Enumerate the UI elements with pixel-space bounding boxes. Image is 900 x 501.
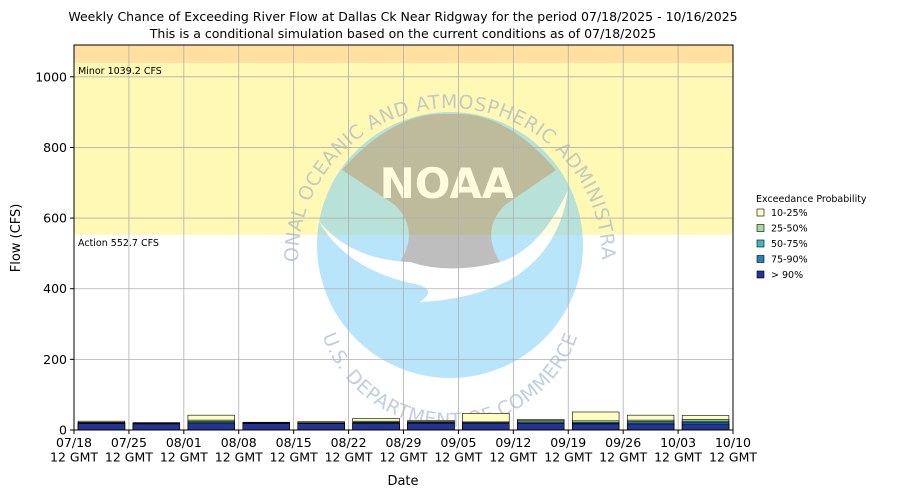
legend-swatch — [756, 224, 765, 232]
x-tick-label: 12 GMT — [544, 450, 592, 465]
legend-title: Exceedance Probability — [756, 194, 867, 205]
y-axis-label: Flow (CFS) — [9, 204, 24, 273]
bar-90-0 — [77, 423, 126, 431]
x-axis-label: Date — [387, 474, 418, 489]
bar-90-6 — [407, 422, 455, 431]
logo-bird-white — [318, 190, 568, 302]
x-tick-label: 12 GMT — [434, 450, 482, 465]
x-tick-label: 08/01 — [166, 435, 202, 450]
x-tick-label: 08/22 — [331, 435, 367, 450]
legend-swatch — [756, 255, 765, 263]
x-tick-label: 12 GMT — [270, 450, 318, 465]
legend-entry-label: 50-75% — [771, 239, 808, 250]
x-tick-label: 10/03 — [660, 435, 696, 450]
legend-swatch — [756, 208, 765, 217]
x-tick-label: 12 GMT — [50, 450, 98, 465]
x-tick-label: 12 GMT — [325, 450, 373, 465]
legend-entry-label: 10-25% — [771, 208, 808, 219]
x-tick-label: 09/19 — [550, 435, 586, 450]
bar-90-4 — [297, 423, 345, 431]
bar-stacks — [77, 411, 730, 431]
y-axis: 0 200 400 600 800 1000 — [35, 69, 74, 438]
x-tick-label: 12 GMT — [654, 450, 702, 465]
x-tick-label: 12 GMT — [380, 450, 428, 465]
y-tick-label: 200 — [43, 352, 67, 367]
x-tick-label: 09/26 — [605, 435, 641, 450]
legend-entry-label: 75-90% — [771, 255, 808, 266]
bar-90-2 — [187, 423, 235, 431]
x-tick-label: 12 GMT — [709, 450, 757, 465]
x-tick-label: 09/12 — [495, 435, 531, 450]
bar-90-11 — [681, 423, 730, 431]
x-tick-label: 07/18 — [56, 435, 92, 450]
threshold-labels: Minor 1039.2 CFS Action 552.7 CFS — [78, 66, 162, 249]
legend-swatch — [756, 270, 765, 279]
logo-bird-dark — [342, 113, 556, 279]
chart-subtitle: This is a conditional simulation based o… — [149, 26, 656, 41]
x-tick-label: 12 GMT — [105, 450, 153, 465]
logo-wordmark: NOAA — [380, 159, 515, 208]
y-tick-label: 0 — [59, 423, 67, 438]
legend: Exceedance Probability 10-25% 25-50% 50-75… — [756, 194, 867, 281]
legend-entry-label: > 90% — [771, 270, 803, 281]
x-tick-label: 08/29 — [385, 435, 421, 450]
bar-90-5 — [352, 423, 400, 431]
bar-90-7 — [462, 422, 510, 431]
x-tick-label: 10/10 — [715, 435, 751, 450]
x-tick-label: 07/25 — [111, 435, 147, 450]
threshold-label: Minor 1039.2 CFS — [78, 66, 162, 77]
bar-90-9 — [572, 423, 620, 431]
y-tick-label: 1000 — [35, 69, 67, 84]
y-tick-label: 600 — [43, 211, 67, 226]
x-tick-label: 12 GMT — [489, 450, 537, 465]
x-tick-label: 12 GMT — [599, 450, 647, 465]
bar-90-3 — [242, 423, 290, 431]
x-tick-label: 09/05 — [440, 435, 476, 450]
x-tick-label: 12 GMT — [160, 450, 208, 465]
y-tick-label: 400 — [43, 281, 67, 296]
x-tick-label: 08/15 — [276, 435, 312, 450]
bar-90-10 — [626, 423, 675, 431]
threshold-label: Action 552.7 CFS — [78, 238, 159, 249]
y-tick-label: 800 — [43, 140, 67, 155]
x-tick-label: 12 GMT — [215, 450, 263, 465]
bar-90-8 — [517, 423, 565, 431]
chart-title: Weekly Chance of Exceeding River Flow at… — [68, 9, 737, 24]
legend-swatch — [756, 239, 765, 248]
bar-90-1 — [132, 423, 181, 431]
x-tick-label: 08/08 — [221, 435, 257, 450]
legend-entry-label: 25-50% — [771, 224, 808, 235]
